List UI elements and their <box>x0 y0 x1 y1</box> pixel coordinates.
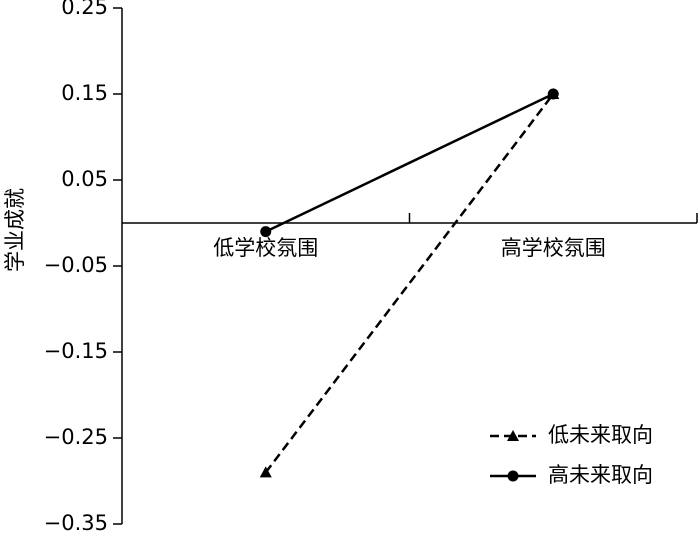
y-tick-label: 0.15 <box>61 81 108 105</box>
y-tick-label: −0.25 <box>44 425 108 449</box>
marker <box>260 226 272 238</box>
legend-label: 高未来取向 <box>548 463 653 487</box>
legend-label: 低未来取向 <box>548 423 653 447</box>
series-line <box>265 92 554 233</box>
y-tick-label: −0.15 <box>44 339 108 363</box>
y-axis-label: 学业成就 <box>3 188 27 272</box>
y-tick-label: −0.05 <box>44 253 108 277</box>
legend-marker <box>507 430 519 441</box>
marker <box>259 466 272 478</box>
y-tick-label: 0.25 <box>61 0 108 19</box>
x-tick-label: 低学校氛围 <box>213 236 318 260</box>
y-tick-label: 0.05 <box>61 167 108 191</box>
marker <box>547 88 559 100</box>
series-line <box>264 93 555 474</box>
y-tick-label: −0.35 <box>44 511 108 535</box>
x-tick-label: 高学校氛围 <box>501 236 606 260</box>
legend-marker <box>507 470 519 482</box>
